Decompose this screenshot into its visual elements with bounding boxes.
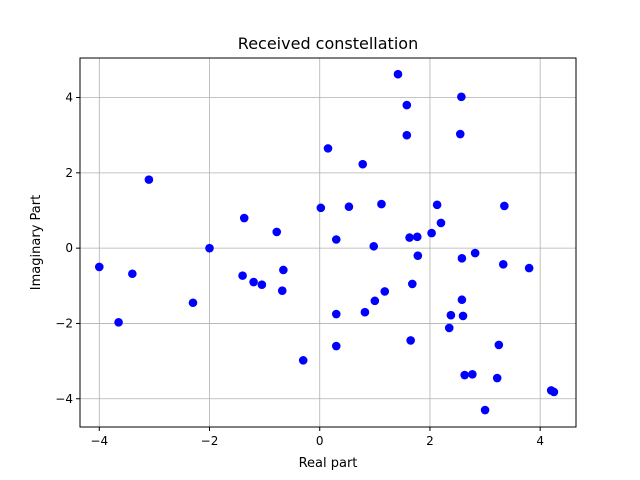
data-point [279, 265, 288, 275]
data-point [498, 260, 508, 269]
data-point [500, 201, 509, 211]
x-tick-label: 4 [536, 434, 544, 448]
data-point [114, 318, 123, 327]
data-point [457, 254, 467, 263]
data-point [360, 307, 370, 317]
x-tick-label: −2 [201, 434, 219, 448]
data-point [460, 370, 469, 380]
data-point [408, 279, 417, 289]
data-point [492, 373, 502, 383]
data-point [402, 100, 412, 110]
data-point [402, 130, 412, 140]
data-point [549, 387, 559, 397]
data-point [128, 269, 137, 279]
data-point [358, 159, 368, 169]
x-axis-ticks: −4 −2 0 2 4 [90, 427, 544, 448]
plot-background [80, 58, 576, 427]
data-point [393, 69, 403, 79]
data-point [458, 311, 468, 321]
x-tick-label: 2 [426, 434, 434, 448]
data-point [272, 227, 282, 237]
data-point [494, 340, 504, 350]
data-point [446, 310, 456, 320]
plot-frame [79, 57, 577, 428]
data-point [205, 243, 214, 253]
data-point [249, 277, 258, 287]
data-point [257, 280, 267, 289]
y-tick-label: −4 [55, 392, 73, 406]
x-axis-label: Real part [299, 456, 358, 471]
data-point [370, 296, 380, 306]
chart-title: Received constellation [238, 34, 418, 53]
data-point [277, 286, 287, 295]
data-point [436, 218, 446, 228]
y-tick-label: 4 [65, 91, 73, 105]
data-point [331, 309, 341, 319]
data-point [480, 405, 490, 415]
data-point [432, 200, 442, 210]
y-axis-ticks: −4 −2 0 2 4 [55, 91, 80, 406]
data-point [470, 248, 480, 258]
data-point [323, 144, 333, 153]
data-points [94, 69, 559, 415]
data-point [406, 336, 415, 345]
data-point [188, 298, 198, 308]
data-point [331, 341, 341, 351]
data-point [457, 295, 467, 305]
data-point [412, 232, 422, 242]
data-point [331, 235, 341, 244]
data-point [239, 213, 249, 223]
y-tick-label: −2 [55, 316, 73, 330]
data-point [377, 199, 386, 209]
data-point [238, 271, 247, 280]
data-point [524, 263, 534, 273]
data-point [457, 92, 466, 102]
data-point [444, 323, 454, 333]
x-tick-label: 0 [316, 434, 324, 448]
x-tick-label: −4 [90, 434, 108, 448]
data-point [369, 241, 379, 251]
data-point [455, 129, 465, 139]
grid-lines [80, 58, 576, 427]
y-tick-label: 2 [65, 166, 73, 180]
data-point [94, 262, 104, 272]
data-point [344, 202, 354, 212]
y-tick-label: 0 [65, 241, 73, 255]
data-point [405, 233, 414, 242]
data-point [413, 251, 423, 260]
y-axis-label: Imaginary Part [29, 195, 44, 290]
data-point [316, 203, 326, 213]
data-point [298, 356, 308, 365]
data-point [427, 228, 436, 238]
data-point [144, 175, 154, 184]
data-point [468, 369, 477, 379]
data-point [380, 287, 390, 296]
